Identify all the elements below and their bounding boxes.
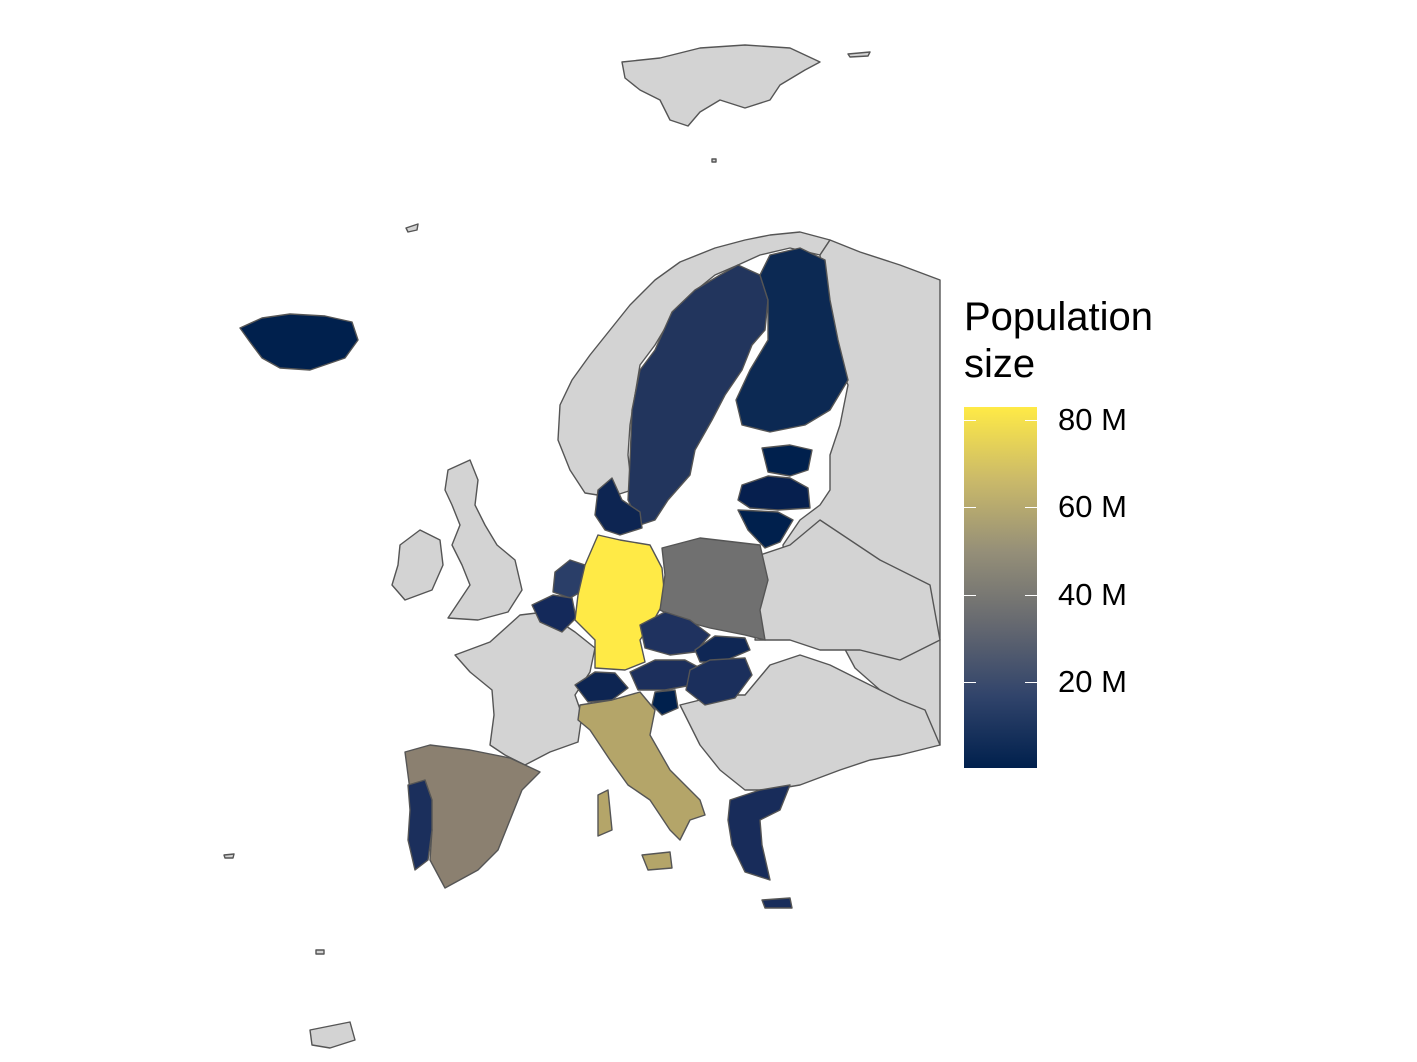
map-land-layer [223,44,941,1049]
islet-3 [315,949,325,955]
islet-1 [405,223,419,233]
latvia [737,475,811,511]
ireland [391,529,444,601]
portugal [407,779,433,871]
slovenia [651,689,679,716]
legend-tick-mark [1025,507,1037,509]
legend-tick-label: 20 M [1058,664,1127,699]
hungary [685,657,753,706]
legend-title: Population size [964,295,1154,386]
denmark [594,477,643,536]
sicily [641,851,673,871]
switzerland [574,671,629,703]
legend-tick-mark [964,594,976,596]
lithuania [737,509,794,549]
finland [735,247,849,433]
legend-tick-label: 80 M [1058,402,1127,438]
balkans [679,654,941,791]
svalbard [621,44,821,127]
legend-tick-mark [1025,594,1037,596]
islet-5 [711,158,717,163]
legend-tick-label: 40 M [1058,576,1127,612]
islet-4 [309,1021,356,1049]
sardinia [597,789,613,837]
estonia [761,444,813,477]
slovakia [694,635,751,663]
belarus-ukraine [754,519,941,661]
france [454,611,596,766]
united-kingdom [444,459,523,621]
iceland [239,313,359,371]
poland [659,537,769,641]
legend-color-bar [964,407,1037,768]
crete [761,897,793,909]
italy [577,691,706,841]
legend-tick-mark [1025,682,1037,683]
legend-tick-label: 60 M [1058,489,1127,525]
czechia [639,611,711,656]
legend-tick-mark [964,420,976,422]
islet-2 [223,853,235,859]
sweden [627,264,769,526]
legend-tick-mark [964,507,976,509]
map-data-layer [239,247,849,909]
legend-tick-mark [964,682,976,683]
legend-tick-mark [1025,420,1037,422]
svalbard-islet [847,51,871,58]
greece [727,784,791,881]
